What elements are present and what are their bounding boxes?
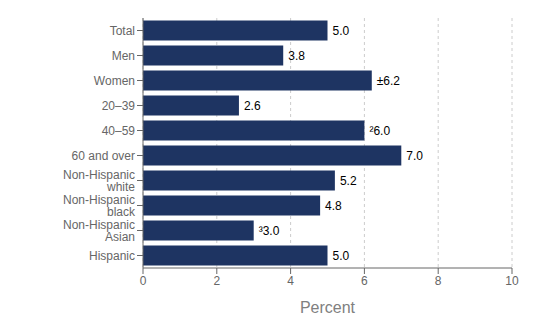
svg-text:±6.2: ±6.2	[377, 74, 401, 88]
svg-text:³3.0: ³3.0	[259, 224, 280, 238]
svg-text:8: 8	[435, 274, 442, 288]
svg-text:Total: Total	[110, 24, 135, 38]
svg-text:Non-Hispanicblack: Non-Hispanicblack	[63, 193, 136, 219]
svg-text:7.0: 7.0	[406, 149, 423, 163]
svg-text:5.2: 5.2	[340, 174, 357, 188]
svg-text:20–39: 20–39	[102, 99, 136, 113]
svg-text:Women: Women	[94, 74, 135, 88]
svg-text:Percent: Percent	[300, 299, 356, 316]
svg-text:5.0: 5.0	[333, 24, 350, 38]
svg-text:60 and over: 60 and over	[72, 149, 135, 163]
svg-text:5.0: 5.0	[333, 249, 350, 263]
svg-text:Men: Men	[112, 49, 135, 63]
svg-text:0: 0	[140, 274, 147, 288]
svg-text:Non-HispanicAsian: Non-HispanicAsian	[63, 218, 135, 244]
svg-text:Hispanic: Hispanic	[89, 249, 135, 263]
svg-text:3.8: 3.8	[288, 49, 305, 63]
svg-text:4.8: 4.8	[325, 199, 342, 213]
svg-text:Non-Hispanicwhite: Non-Hispanicwhite	[63, 168, 135, 194]
svg-text:²6.0: ²6.0	[369, 124, 390, 138]
svg-text:2: 2	[213, 274, 220, 288]
svg-text:10: 10	[505, 274, 519, 288]
svg-text:4: 4	[287, 274, 294, 288]
svg-text:40–59: 40–59	[102, 124, 136, 138]
svg-text:2.6: 2.6	[244, 99, 261, 113]
svg-text:6: 6	[361, 274, 368, 288]
